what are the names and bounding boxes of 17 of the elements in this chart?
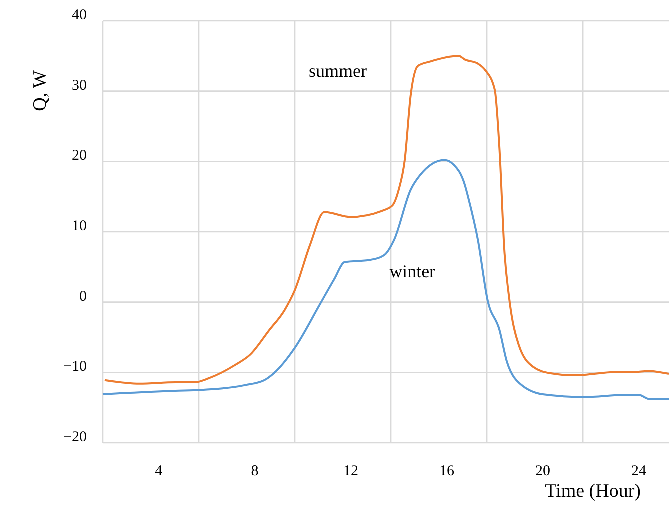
y-tick-label: 30 [72,78,87,94]
y-tick-label: −10 [64,359,87,376]
text: summer [308,61,367,82]
x-axis-title: Time (Hour) [545,481,641,502]
y-tick-label: 20 [72,148,87,164]
y-tick-label: −20 [64,430,87,446]
series-label: winter [390,261,436,282]
y-tick-label: 10 [72,218,87,234]
x-tick-label: 12 [343,464,358,480]
x-tick-label: 8 [251,464,259,480]
y-axis-title: Q, W [30,70,51,112]
x-tick-label: 24 [631,464,647,480]
y-tick-label: 40 [72,8,87,24]
y-tick-label: 0 [80,288,87,305]
x-tick-label: 20 [535,464,550,480]
x-tick-label: 16 [439,464,455,480]
x-tick-label: 4 [155,464,164,480]
